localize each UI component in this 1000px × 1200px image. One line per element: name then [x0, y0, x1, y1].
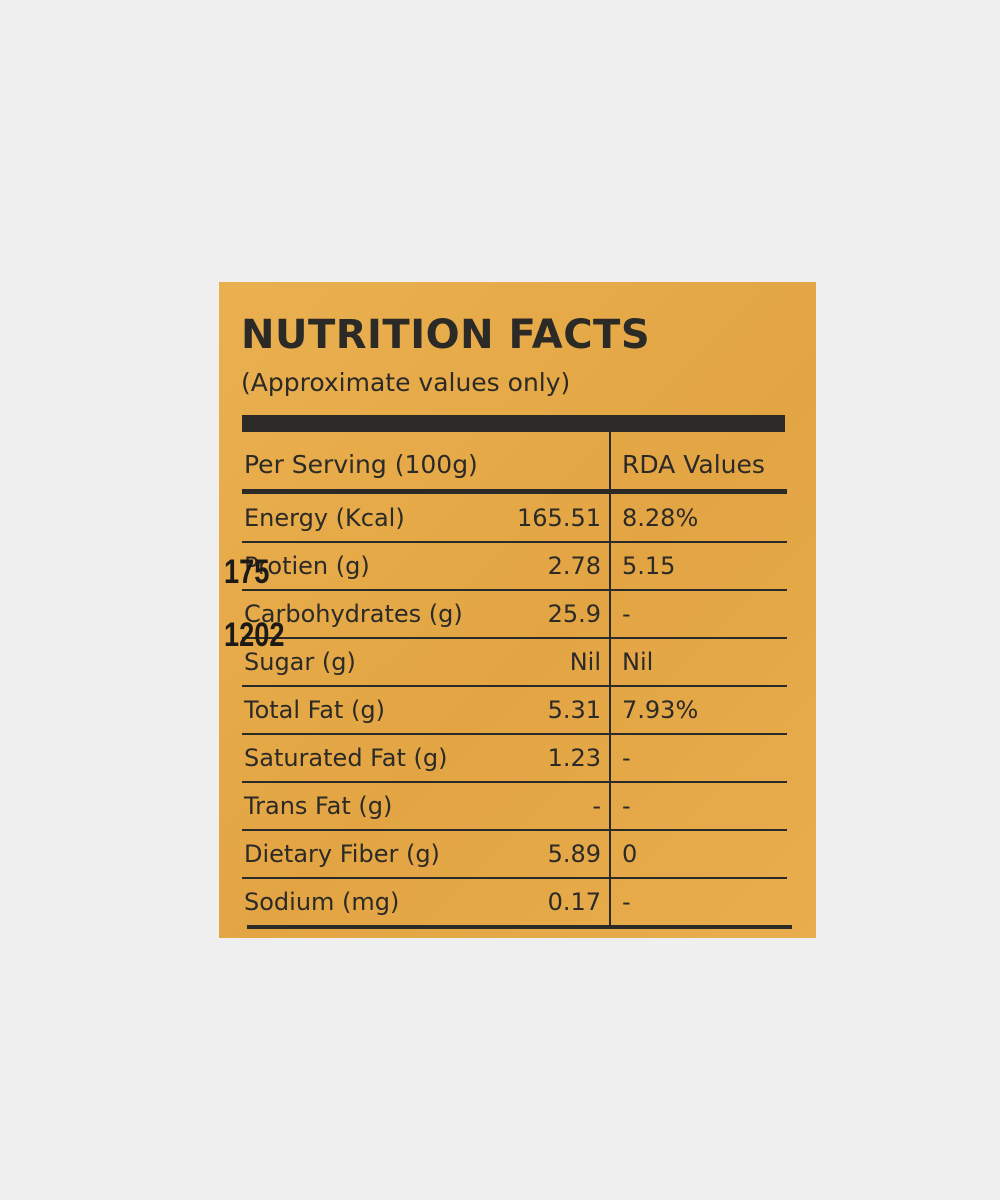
rda-value: 8.28%: [622, 504, 699, 532]
nutrition-label: NUTRITION FACTS (Approximate values only…: [219, 282, 816, 938]
column-divider: [609, 432, 611, 927]
nutrient-name: Sodium (mg): [244, 888, 400, 916]
bottom-rule: [247, 925, 792, 929]
nutrient-value: 25.9: [547, 600, 601, 628]
header-cell: RDA Values: [622, 450, 765, 479]
row-rule: [242, 589, 787, 591]
rda-value: -: [622, 744, 631, 772]
nutrient-name: Total Fat (g): [244, 696, 385, 724]
stamp: 175: [224, 553, 270, 591]
header-rule: [242, 489, 787, 494]
row-rule: [242, 685, 787, 687]
nutrient-value: 5.89: [547, 840, 601, 868]
row-rule: [242, 877, 787, 879]
header-cell: Per Serving (100g): [244, 450, 478, 479]
nutrient-name: Protien (g): [244, 552, 370, 580]
nutrient-name: Saturated Fat (g): [244, 744, 448, 772]
rda-value: 0: [622, 840, 638, 868]
nutrient-value: 165.51: [517, 504, 601, 532]
nutrient-name: Trans Fat (g): [244, 792, 393, 820]
rda-value: -: [622, 600, 631, 628]
top-bar: [242, 415, 785, 432]
nutrient-name: Carbohydrates (g): [244, 600, 463, 628]
nutrient-value: 0.17: [547, 888, 601, 916]
title: NUTRITION FACTS: [241, 312, 651, 358]
rda-value: 7.93%: [622, 696, 699, 724]
row-rule: [242, 733, 787, 735]
nutrient-name: Dietary Fiber (g): [244, 840, 440, 868]
row-rule: [242, 829, 787, 831]
nutrient-name: Energy (Kcal): [244, 504, 405, 532]
row-rule: [242, 637, 787, 639]
row-rule: [242, 541, 787, 543]
nutrient-value: -: [592, 792, 601, 820]
nutrient-value: 2.78: [547, 552, 601, 580]
nutrient-value: Nil: [569, 648, 601, 676]
rda-value: Nil: [622, 648, 654, 676]
rda-value: -: [622, 792, 631, 820]
nutrient-value: 5.31: [547, 696, 601, 724]
rda-value: -: [622, 888, 631, 916]
stamp: 1202: [224, 616, 285, 654]
nutrient-value: 1.23: [547, 744, 601, 772]
nutrient-name: Sugar (g): [244, 648, 356, 676]
row-rule: [242, 781, 787, 783]
rda-value: 5.15: [622, 552, 676, 580]
subtitle: (Approximate values only): [241, 368, 571, 397]
